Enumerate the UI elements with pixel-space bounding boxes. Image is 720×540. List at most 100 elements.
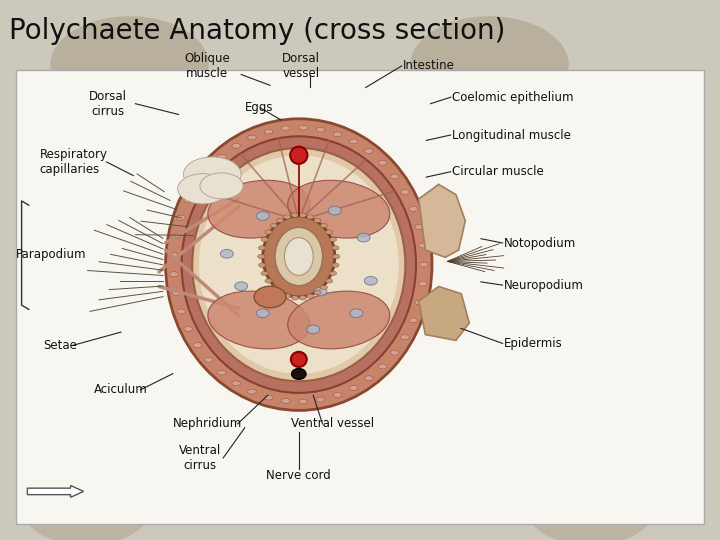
Ellipse shape [208,180,310,238]
Ellipse shape [232,381,240,386]
Ellipse shape [390,174,399,179]
Ellipse shape [261,238,268,242]
Ellipse shape [276,218,284,222]
Polygon shape [419,286,469,340]
Ellipse shape [333,132,342,137]
Ellipse shape [264,129,273,134]
Ellipse shape [265,230,272,234]
Ellipse shape [390,350,399,355]
Ellipse shape [192,148,405,381]
Ellipse shape [292,296,299,300]
Ellipse shape [409,206,418,211]
Ellipse shape [333,393,342,397]
Ellipse shape [199,156,399,374]
Ellipse shape [330,271,337,275]
Ellipse shape [184,198,192,202]
Ellipse shape [276,291,284,295]
Ellipse shape [415,300,423,305]
Text: Polychaete Anatomy (cross section): Polychaete Anatomy (cross section) [9,17,505,45]
Ellipse shape [261,271,268,275]
FancyBboxPatch shape [16,70,704,524]
Ellipse shape [288,291,390,349]
Ellipse shape [325,230,333,234]
Text: Setae: Setae [43,339,77,352]
Ellipse shape [288,180,390,238]
FancyArrow shape [27,485,84,497]
Text: Nephridium: Nephridium [173,417,242,430]
Ellipse shape [307,215,314,219]
Ellipse shape [270,285,277,289]
Text: Epidermis: Epidermis [504,337,563,350]
Ellipse shape [332,246,339,250]
Ellipse shape [378,160,387,165]
Text: Coelomic epithelium: Coelomic epithelium [452,91,574,104]
Text: Nerve cord: Nerve cord [266,469,331,482]
Ellipse shape [332,263,339,267]
Text: Longitudinal muscle: Longitudinal muscle [452,129,571,141]
Text: Parapodium: Parapodium [16,248,86,261]
Ellipse shape [254,286,286,308]
Ellipse shape [291,352,307,367]
Ellipse shape [418,243,427,248]
Ellipse shape [314,218,321,222]
Ellipse shape [378,364,387,369]
Text: Aciculum: Aciculum [94,383,148,396]
Ellipse shape [258,254,265,259]
Ellipse shape [328,206,341,215]
Ellipse shape [400,190,409,194]
Ellipse shape [184,327,192,332]
Text: Intestine: Intestine [403,59,455,72]
Ellipse shape [320,224,328,228]
Ellipse shape [284,238,313,275]
Text: Dorsal
vessel: Dorsal vessel [282,52,320,80]
Text: Neuropodium: Neuropodium [504,279,584,292]
Ellipse shape [232,144,240,149]
Ellipse shape [270,224,277,228]
Ellipse shape [265,279,272,283]
Ellipse shape [307,294,314,298]
Text: Ventral
cirrus: Ventral cirrus [179,444,221,472]
Ellipse shape [349,139,358,144]
Ellipse shape [177,309,186,314]
Text: Dorsal
cirrus: Dorsal cirrus [89,90,127,118]
Ellipse shape [299,296,306,300]
Ellipse shape [172,234,181,239]
Ellipse shape [418,281,427,286]
Ellipse shape [181,136,416,393]
Ellipse shape [178,174,228,204]
Ellipse shape [284,294,291,298]
Text: Eggs: Eggs [245,102,274,114]
Ellipse shape [278,249,291,258]
Ellipse shape [208,291,310,349]
Ellipse shape [258,263,266,267]
Ellipse shape [307,325,320,334]
Text: Ventral vessel: Ventral vessel [291,417,374,430]
Ellipse shape [204,357,213,362]
Ellipse shape [256,309,269,318]
Ellipse shape [290,146,307,164]
Ellipse shape [364,148,373,153]
Ellipse shape [166,119,432,410]
Ellipse shape [172,291,181,295]
Polygon shape [419,184,465,258]
Ellipse shape [357,233,370,242]
Ellipse shape [282,126,290,131]
Ellipse shape [256,212,269,220]
Ellipse shape [275,227,323,286]
Ellipse shape [325,279,333,283]
Ellipse shape [193,343,202,348]
Ellipse shape [217,154,226,159]
Ellipse shape [200,173,243,199]
Ellipse shape [350,309,363,318]
Ellipse shape [284,215,291,219]
Ellipse shape [292,368,306,379]
Ellipse shape [220,249,233,258]
Ellipse shape [177,215,186,220]
Ellipse shape [170,253,179,258]
Ellipse shape [258,246,266,250]
Ellipse shape [264,395,273,400]
Ellipse shape [299,399,307,404]
Ellipse shape [364,276,377,285]
Ellipse shape [314,291,321,295]
Ellipse shape [235,282,248,291]
